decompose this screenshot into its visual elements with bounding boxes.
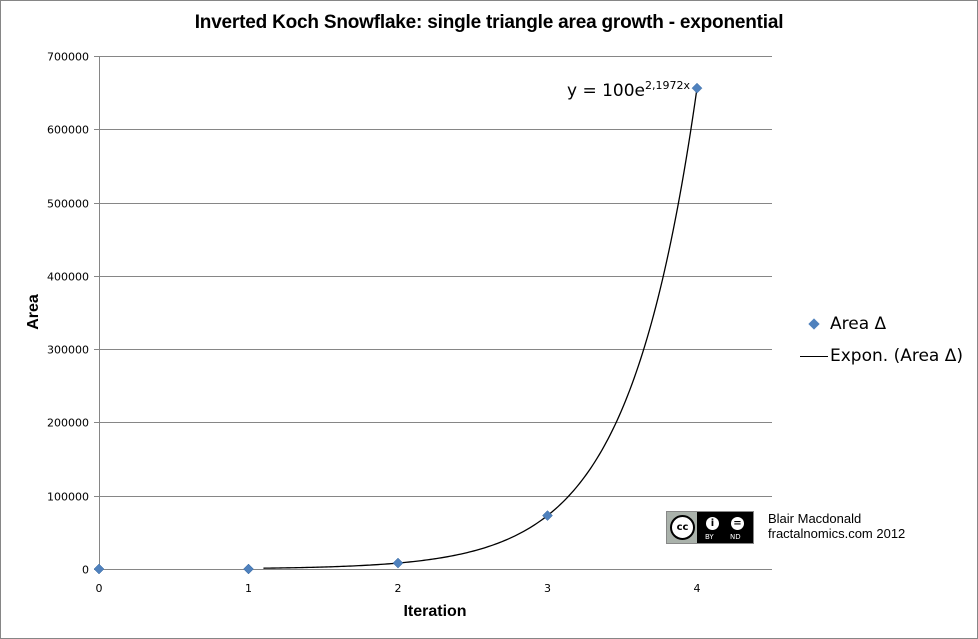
credit-author: Blair Macdonald <box>768 511 862 526</box>
legend-label: Area Δ <box>830 314 887 334</box>
cc-license-badge: cc i = BY ND <box>666 511 754 544</box>
x-tick-label: 3 <box>544 582 551 595</box>
data-point-diamond <box>93 563 105 575</box>
cc-icon: cc <box>670 515 695 540</box>
x-tick-label: 4 <box>694 582 701 595</box>
y-tick-label: 0 <box>82 564 89 577</box>
data-point-diamond <box>243 563 254 575</box>
x-tick-label: 1 <box>245 582 252 595</box>
data-point-diamond <box>392 557 404 569</box>
credit-block: cc i = BY ND Blair Macdonald fractalnomi… <box>666 511 905 544</box>
exponential-trendline <box>263 88 698 569</box>
cc-nd-label: ND <box>730 533 741 541</box>
y-axis-title: Area <box>25 294 42 330</box>
diamond-marker-icon <box>808 318 820 330</box>
person-icon: i <box>704 515 721 532</box>
y-tick-label: 500000 <box>47 198 89 211</box>
x-axis-title: Iteration <box>403 603 466 620</box>
chart-title: Inverted Koch Snowflake: single triangle… <box>194 12 784 33</box>
y-tick-label: 300000 <box>47 344 89 357</box>
y-tick-label: 700000 <box>47 51 89 64</box>
y-tick-label: 400000 <box>47 271 89 284</box>
data-point-diamond <box>542 510 553 521</box>
x-tick-label: 0 <box>96 582 103 595</box>
equals-icon: = <box>729 515 746 532</box>
y-tick-label: 600000 <box>47 124 89 137</box>
legend-item-expon: Expon. (Area Δ) <box>800 340 963 372</box>
legend-item-area: Area Δ <box>800 308 963 340</box>
y-tick-label: 100000 <box>47 491 89 504</box>
data-point-diamond <box>691 82 703 94</box>
trendline-equation: y = 100e2,1972x <box>567 79 691 101</box>
y-tick-label: 200000 <box>47 417 89 430</box>
cc-by-label: BY <box>705 533 714 541</box>
legend: Area Δ Expon. (Area Δ) <box>800 308 963 372</box>
credit-site: fractalnomics.com 2012 <box>768 526 906 541</box>
line-marker-icon <box>800 355 828 357</box>
x-tick-label: 2 <box>395 582 402 595</box>
legend-label: Expon. (Area Δ) <box>830 346 963 366</box>
